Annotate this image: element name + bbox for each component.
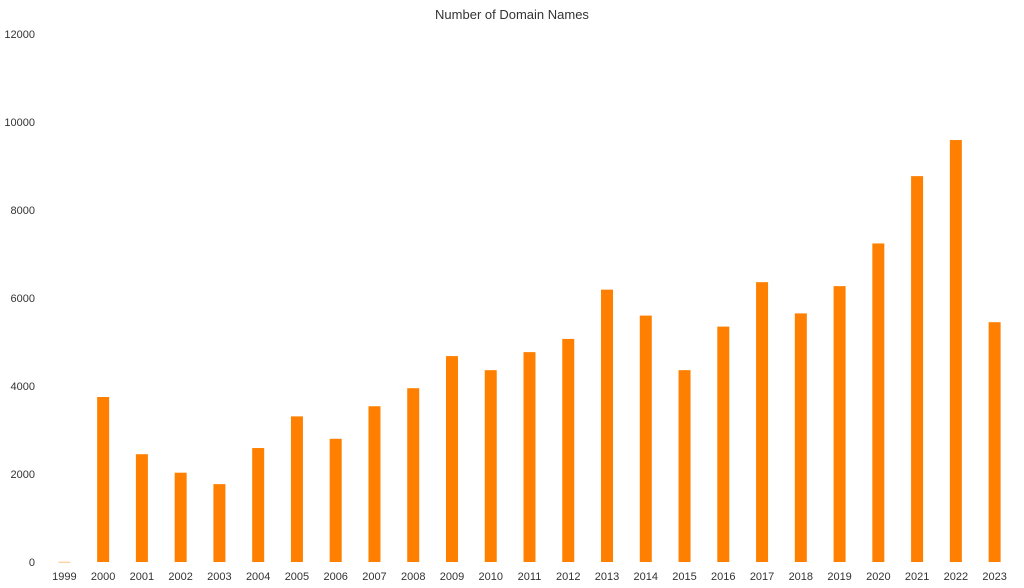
bar-2006 — [329, 438, 342, 562]
x-tick-label: 2022 — [944, 571, 968, 583]
y-tick-label: 6000 — [11, 293, 35, 305]
x-tick-label: 2021 — [905, 571, 929, 583]
bar-2021 — [911, 176, 924, 562]
x-tick-label: 2023 — [982, 571, 1006, 583]
bar-2005 — [290, 416, 303, 562]
x-tick-label: 2011 — [518, 571, 542, 583]
bar-2012 — [562, 338, 575, 562]
x-tick-label: 2013 — [595, 571, 619, 583]
bar-2017 — [756, 282, 769, 562]
bar-2015 — [678, 370, 691, 562]
x-tick-label: 2008 — [401, 571, 425, 583]
bar-2010 — [484, 370, 497, 562]
bar-2019 — [833, 286, 846, 562]
x-tick-label: 2002 — [168, 571, 192, 583]
bar-2013 — [601, 289, 614, 562]
bar-2011 — [523, 352, 536, 562]
bar-2000 — [97, 397, 110, 562]
chart-title: Number of Domain Names — [435, 7, 589, 22]
bar-2018 — [794, 313, 807, 562]
x-tick-label: 2012 — [556, 571, 580, 583]
x-tick-label: 2005 — [285, 571, 309, 583]
x-tick-label: 2010 — [478, 571, 502, 583]
bar-2022 — [949, 140, 962, 563]
bar-2001 — [135, 454, 148, 562]
bar-2014 — [639, 315, 652, 562]
y-axis-ticks: 0 2000 4000 6000 8000 10000 12000 — [4, 29, 35, 569]
x-tick-label: 2018 — [789, 571, 813, 583]
bar-2008 — [407, 388, 420, 562]
x-tick-label: 2004 — [246, 571, 270, 583]
y-tick-label: 0 — [29, 557, 35, 569]
x-tick-label: 2000 — [91, 571, 115, 583]
x-tick-label: 2014 — [634, 571, 658, 583]
bar-2023 — [988, 322, 1001, 562]
bar-2003 — [213, 484, 226, 562]
x-tick-label: 2006 — [323, 571, 347, 583]
bar-1999 — [58, 561, 71, 563]
x-tick-label: 2016 — [711, 571, 735, 583]
bar-2007 — [368, 406, 381, 562]
y-tick-label: 8000 — [11, 205, 35, 217]
y-tick-label: 4000 — [11, 381, 35, 393]
x-tick-label: 1999 — [52, 571, 76, 583]
y-tick-label: 2000 — [11, 469, 35, 481]
bar-2016 — [717, 326, 730, 562]
x-tick-label: 2007 — [362, 571, 386, 583]
bar-2002 — [174, 472, 187, 562]
y-tick-label: 12000 — [4, 29, 35, 41]
x-tick-label: 2003 — [207, 571, 231, 583]
x-axis-ticks: 1999 2000 2001 2002 2003 2004 2005 2006 2007 2008… — [52, 571, 1007, 583]
x-tick-label: 2019 — [827, 571, 851, 583]
x-tick-label: 2020 — [866, 571, 890, 583]
bar-2004 — [252, 448, 265, 562]
x-tick-label: 2001 — [130, 571, 154, 583]
bar-2009 — [445, 356, 458, 562]
x-tick-label: 2017 — [750, 571, 774, 583]
y-tick-label: 10000 — [4, 117, 35, 129]
bar-2020 — [872, 243, 885, 562]
bars-group — [58, 140, 1001, 563]
x-tick-label: 2009 — [440, 571, 464, 583]
x-tick-label: 2015 — [672, 571, 696, 583]
